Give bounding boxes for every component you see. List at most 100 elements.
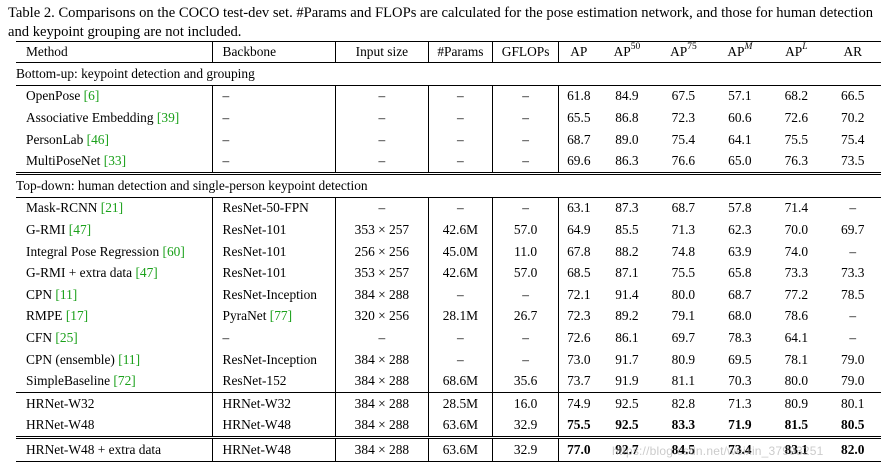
params-cell: 28.5M: [427, 392, 493, 415]
method-name: OpenPose: [26, 88, 81, 104]
params-cell: –: [427, 283, 493, 306]
params-cell: –: [427, 348, 493, 371]
method-name: Integral Pose Regression: [26, 243, 160, 259]
method-cell: HRNet-W32: [16, 392, 212, 414]
gflops-cell: 57.0: [492, 262, 559, 284]
gflops-cell: 57.0: [492, 219, 559, 241]
backbone-cell: –: [211, 85, 336, 108]
input-size-cell: –: [335, 197, 429, 220]
section-row: Top-down: human detection and single-per…: [16, 173, 881, 198]
backbone-name: –: [222, 329, 230, 345]
ap75-cell: 80.9: [671, 351, 696, 367]
method-citation: [47]: [68, 221, 92, 237]
method-cell: Mask-RCNN [21]: [16, 197, 212, 219]
apl-cell: 77.2: [784, 286, 809, 302]
ap-cell: 72.3: [557, 305, 599, 328]
ap50-cell: 84.9: [615, 88, 639, 104]
method-name: HRNet-W48 + extra data: [26, 441, 162, 457]
ap50-cell: 92.5: [615, 417, 639, 433]
method-name: CPN (ensemble): [26, 351, 115, 367]
method-name: G-RMI + extra data: [26, 265, 133, 281]
ap-cell: 72.6: [557, 327, 599, 349]
params-cell: 63.6M: [427, 414, 493, 438]
backbone-name: ResNet-Inception: [222, 286, 317, 302]
apl-cell: 80.0: [784, 373, 809, 389]
method-cell: HRNet-W48 + extra data: [16, 438, 212, 462]
method-name: PersonLab: [26, 131, 84, 147]
ap75-cell: 75.4: [671, 131, 696, 147]
backbone-cell: PyraNet [77]: [211, 305, 336, 328]
apl-cell: 78.1: [784, 351, 809, 367]
gflops-cell: –: [492, 197, 559, 220]
header-apl: APL: [768, 42, 824, 63]
ap50-cell: 92.5: [615, 395, 639, 411]
ar-cell: 79.0: [841, 373, 865, 389]
params-cell: –: [427, 107, 493, 129]
method-cell: Integral Pose Regression [60]: [16, 241, 212, 263]
header-ap50-prefix: AP: [613, 44, 631, 59]
apl-cell: 78.6: [784, 308, 809, 324]
header-input-size: Input size: [335, 41, 429, 63]
ap50-cell: 89.0: [615, 131, 639, 147]
ap-cell: 63.1: [557, 197, 599, 220]
ar-cell: 75.4: [841, 131, 865, 147]
method-citation: [46]: [86, 131, 109, 147]
backbone-name: ResNet-101: [222, 221, 287, 237]
backbone-cell: ResNet-50-FPN: [211, 197, 336, 220]
backbone-name: –: [222, 88, 230, 104]
ap50-cell: 91.4: [615, 286, 639, 302]
backbone-name: HRNet-W48: [222, 417, 291, 433]
ap-cell: 73.0: [557, 348, 599, 371]
table-row: HRNet-W48 + extra data HRNet-W48 384 × 288…: [16, 437, 881, 462]
ap50-cell: 87.3: [615, 200, 639, 216]
method-cell: CPN (ensemble) [11]: [16, 349, 212, 371]
ap-cell: 77.0: [557, 437, 599, 462]
table-row: G-RMI [47] ResNet-101 353 × 257 42.6M 57.0 64…: [16, 219, 881, 241]
ap75-cell: 81.1: [671, 373, 696, 389]
method-name: RMPE: [26, 308, 63, 324]
gflops-cell: –: [492, 128, 559, 151]
method-citation: [25]: [55, 329, 78, 345]
backbone-name: –: [222, 131, 230, 147]
ar-cell: 82.0: [841, 441, 865, 457]
method-citation: [17]: [65, 308, 89, 324]
apl-cell: 81.5: [784, 417, 809, 433]
ar-cell: 73.5: [841, 153, 865, 169]
input-size-cell: –: [335, 107, 429, 129]
table-row: Integral Pose Regression [60] ResNet-101 2…: [16, 240, 881, 263]
table-row: Associative Embedding [39] – – – –65.5 86.8 72…: [16, 107, 881, 129]
ap50-cell: 87.1: [615, 265, 639, 281]
backbone-name: ResNet-50-FPN: [222, 200, 309, 216]
method-citation: [11]: [55, 286, 78, 302]
method-cell: G-RMI + extra data [47]: [16, 262, 212, 284]
backbone-name: HRNet-W48: [222, 441, 291, 457]
apl-cell: 70.0: [784, 221, 809, 237]
apm-cell: 65.0: [728, 153, 752, 169]
params-cell: 28.1M: [427, 305, 493, 328]
apl-cell: 64.1: [784, 329, 809, 345]
method-name: Associative Embedding: [26, 109, 154, 125]
backbone-cell: –: [211, 150, 336, 174]
backbone-cell: –: [211, 327, 336, 349]
header-gflops: GFLOPs: [492, 41, 559, 63]
apm-cell: 78.3: [728, 329, 752, 345]
ap-cell: 68.7: [557, 128, 599, 151]
ap50-cell: 91.7: [615, 351, 639, 367]
method-citation: [39]: [156, 109, 180, 125]
method-name: CPN: [26, 286, 53, 302]
apm-cell: 73.4: [728, 441, 752, 457]
apm-cell: 68.7: [728, 286, 752, 302]
gflops-cell: –: [492, 107, 559, 129]
gflops-cell: 35.6: [492, 370, 559, 393]
backbone-cell: HRNet-W48: [211, 437, 336, 462]
gflops-cell: –: [492, 150, 559, 174]
method-citation: [21]: [100, 200, 124, 216]
apl-cell: 83.1: [784, 441, 809, 457]
header-apm-prefix: AP: [727, 44, 745, 59]
ap50-cell: 92.7: [615, 441, 639, 457]
params-cell: –: [427, 150, 493, 174]
ar-cell: 79.0: [841, 351, 865, 367]
apl-cell: 72.6: [784, 109, 809, 125]
method-name: Mask-RCNN: [26, 200, 98, 216]
gflops-cell: –: [492, 348, 559, 371]
